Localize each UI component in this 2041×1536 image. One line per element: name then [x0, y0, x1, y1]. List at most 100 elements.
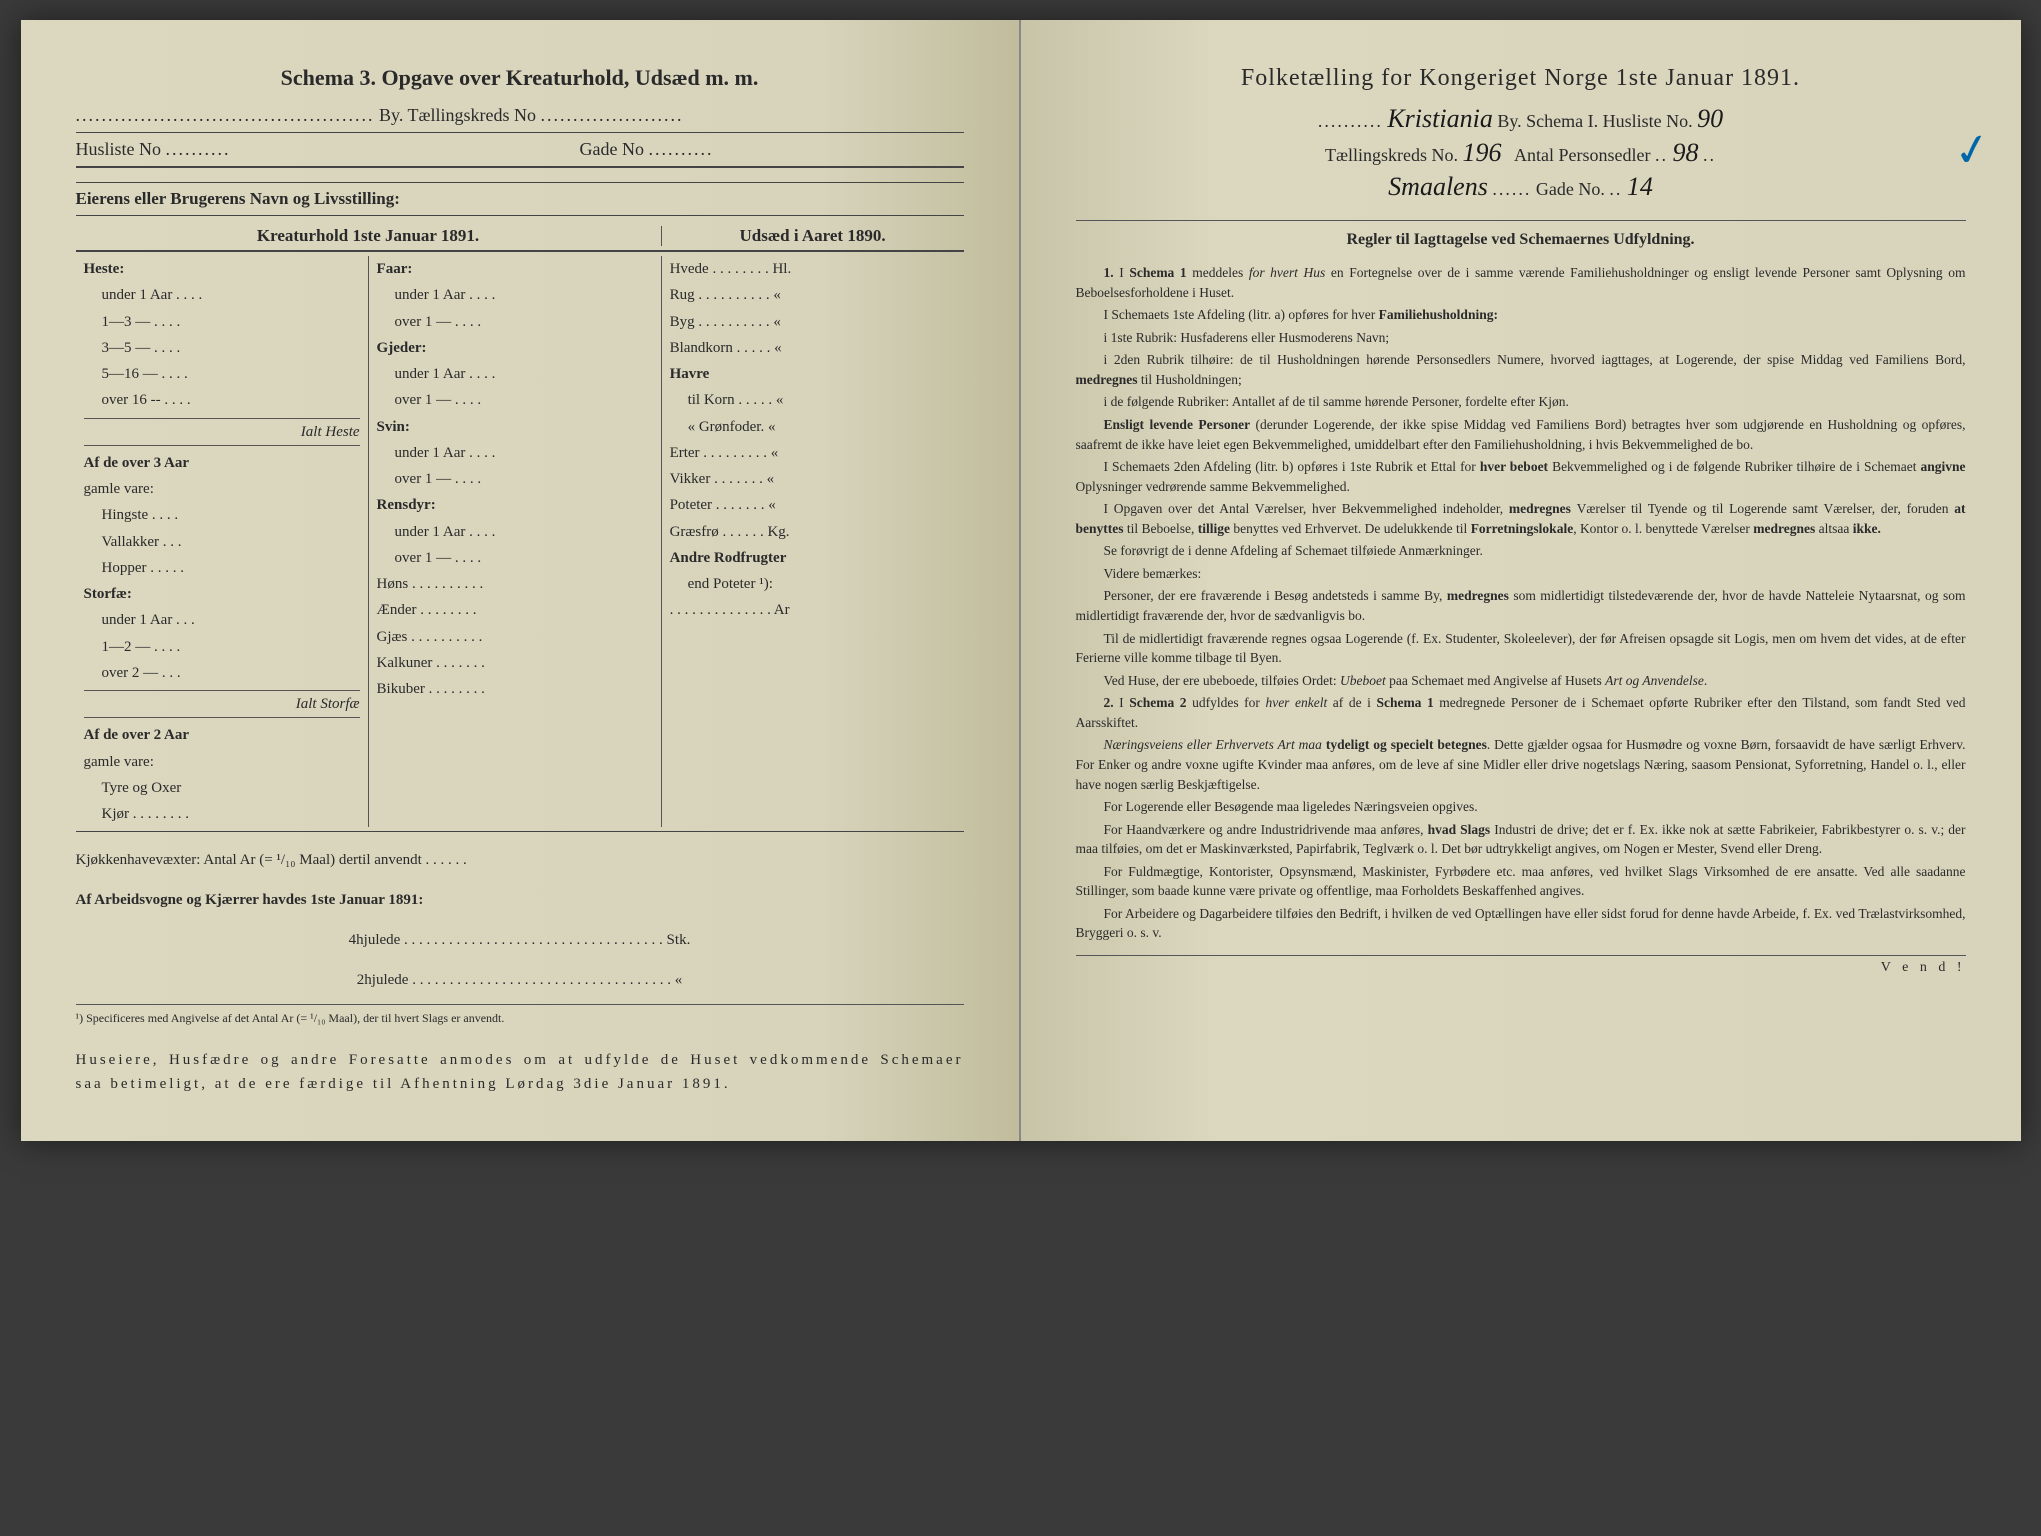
book-spread: Schema 3. Opgave over Kreaturhold, Udsæd…	[21, 20, 2021, 1141]
form-line: over 1 — . . . .	[377, 387, 653, 413]
form-line: Gjæs . . . . . . . . . .	[377, 624, 653, 650]
form-line: Erter . . . . . . . . . «	[670, 440, 956, 466]
form-line: under 1 Aar . . . .	[84, 282, 360, 308]
form-columns: Heste: under 1 Aar . . . . 1—3 — . . . .…	[76, 256, 964, 827]
vend: V e n d !	[1076, 955, 1966, 976]
rule-paragraph: Til de midlertidigt fraværende regnes og…	[1076, 629, 1966, 668]
form-line: Vikker . . . . . . . «	[670, 466, 956, 492]
check-mark-icon: ✓	[1949, 122, 1994, 179]
form-line: Heste:	[84, 256, 360, 282]
right-line1: .......... Kristiania By. Schema I. Husl…	[1076, 104, 1966, 134]
form-line: til Korn . . . . . «	[670, 387, 956, 413]
hjul4: 4hjulede . . . . . . . . . . . . . . . .…	[76, 928, 964, 952]
kjokken-line: Kjøkkenhavevæxter: Antal Ar (= ¹/₁₀ Maal…	[76, 848, 964, 872]
right-line2: Tællingskreds No. 196 Antal Personsedler…	[1076, 138, 1966, 168]
form-line: Ialt Storfæ	[84, 690, 360, 718]
rule-paragraph: 1. I Schema 1 meddeles for hvert Hus en …	[1076, 263, 1966, 302]
form-line: Tyre og Oxer	[84, 775, 360, 801]
hand-personsedler: 98	[1672, 138, 1698, 168]
form-line: over 1 — . . . .	[377, 309, 653, 335]
form-line: Kalkuner . . . . . . .	[377, 650, 653, 676]
form-line: over 1 — . . . .	[377, 466, 653, 492]
form-line: 1—3 — . . . .	[84, 309, 360, 335]
form-line: Hvede . . . . . . . . Hl.	[670, 256, 956, 282]
columns-header: Kreaturhold 1ste Januar 1891. Udsæd i Aa…	[76, 226, 964, 246]
form-line: Kjør . . . . . . . .	[84, 801, 360, 827]
rule-paragraph: Videre bemærkes:	[1076, 564, 1966, 584]
form-line: under 1 Aar . . . .	[377, 282, 653, 308]
left-line1: ........................................…	[76, 105, 964, 126]
form-line: Andre Rodfrugter	[670, 545, 956, 571]
form-line: 3—5 — . . . .	[84, 335, 360, 361]
form-line: Storfæ:	[84, 581, 360, 607]
form-line: Svin:	[377, 414, 653, 440]
left-line2: Husliste No .......... Gade No .........…	[76, 139, 964, 160]
closing: Huseiere, Husfædre og andre Foresatte an…	[76, 1048, 964, 1096]
rules-body: 1. I Schema 1 meddeles for hvert Hus en …	[1076, 263, 1966, 943]
right-title: Folketælling for Kongeriget Norge 1ste J…	[1076, 65, 1966, 92]
form-line: Af de over 2 Aar	[84, 722, 360, 748]
form-line: Hopper . . . . .	[84, 555, 360, 581]
rule-paragraph: For Logerende eller Besøgende maa ligele…	[1076, 797, 1966, 817]
rule-paragraph: Ensligt levende Personer (derunder Loger…	[1076, 415, 1966, 454]
form-line: Af de over 3 Aar	[84, 450, 360, 476]
form-line: gamle vare:	[84, 749, 360, 775]
form-line: end Poteter ¹):	[670, 571, 956, 597]
rule-paragraph: i 2den Rubrik tilhøire: de til Husholdni…	[1076, 350, 1966, 389]
form-line: Faar:	[377, 256, 653, 282]
form-line: Græsfrø . . . . . . Kg.	[670, 519, 956, 545]
rule-paragraph: I Schemaets 2den Afdeling (litr. b) opfø…	[1076, 457, 1966, 496]
form-line: Havre	[670, 361, 956, 387]
right-line3: Smaalens ...... Gade No. .. 14	[1076, 172, 1966, 202]
rule-paragraph: 2. I Schema 2 udfyldes for hver enkelt a…	[1076, 693, 1966, 732]
hand-city: Kristiania	[1387, 104, 1492, 134]
form-line: « Grønfoder. «	[670, 414, 956, 440]
form-line: Gjeder:	[377, 335, 653, 361]
rule-paragraph: Ved Huse, der ere ubeboede, tilføies Ord…	[1076, 671, 1966, 691]
rule-paragraph: Personer, der ere fraværende i Besøg and…	[1076, 586, 1966, 625]
form-line: 5—16 — . . . .	[84, 361, 360, 387]
hand-husliste: 90	[1697, 104, 1723, 134]
left-title: Schema 3. Opgave over Kreaturhold, Udsæd…	[76, 65, 964, 91]
form-line: Ænder . . . . . . . .	[377, 597, 653, 623]
form-line: . . . . . . . . . . . . . . Ar	[670, 597, 956, 623]
hand-gadeno: 14	[1627, 172, 1653, 202]
form-line: Rensdyr:	[377, 492, 653, 518]
rule-paragraph: i de følgende Rubriker: Antallet af de t…	[1076, 392, 1966, 412]
owner-label: Eierens eller Brugerens Navn og Livsstil…	[76, 182, 964, 216]
form-line: Høns . . . . . . . . . .	[377, 571, 653, 597]
form-line: Ialt Heste	[84, 418, 360, 446]
rule-paragraph: i 1ste Rubrik: Husfaderens eller Husmode…	[1076, 328, 1966, 348]
hand-gade-name: Smaalens	[1388, 172, 1488, 202]
rule-paragraph: I Schemaets 1ste Afdeling (litr. a) opfø…	[1076, 305, 1966, 325]
form-line: Poteter . . . . . . . «	[670, 492, 956, 518]
form-line: Blandkorn . . . . . «	[670, 335, 956, 361]
form-line: Hingste . . . .	[84, 502, 360, 528]
form-line: gamle vare:	[84, 476, 360, 502]
form-line: under 1 Aar . . . .	[377, 519, 653, 545]
rule-paragraph: Næringsveiens eller Erhvervets Art maa t…	[1076, 735, 1966, 794]
rule-paragraph: For Fuldmægtige, Kontorister, Opsynsmænd…	[1076, 862, 1966, 901]
footnote: ¹) Specificeres med Angivelse af det Ant…	[76, 1004, 964, 1026]
hjul2: 2hjulede . . . . . . . . . . . . . . . .…	[76, 968, 964, 992]
rule-paragraph: For Haandværkere og andre Industridriven…	[1076, 820, 1966, 859]
rule-paragraph: Se forøvrigt de i denne Afdeling af Sche…	[1076, 541, 1966, 561]
form-line: Bikuber . . . . . . . .	[377, 676, 653, 702]
arbeids-line: Af Arbeidsvogne og Kjærrer havdes 1ste J…	[76, 888, 964, 912]
form-line: under 1 Aar . . . .	[377, 361, 653, 387]
left-page: Schema 3. Opgave over Kreaturhold, Udsæd…	[21, 20, 1021, 1141]
form-line: over 2 — . . .	[84, 660, 360, 686]
form-line: Rug . . . . . . . . . . «	[670, 282, 956, 308]
rule-paragraph: For Arbeidere og Dagarbeidere tilføies d…	[1076, 904, 1966, 943]
form-line: under 1 Aar . . . .	[377, 440, 653, 466]
form-line: 1—2 — . . . .	[84, 634, 360, 660]
right-page: ✓ Folketælling for Kongeriget Norge 1ste…	[1021, 20, 2021, 1141]
form-line: Vallakker . . .	[84, 529, 360, 555]
form-line: over 16 -- . . . .	[84, 387, 360, 413]
form-line: under 1 Aar . . .	[84, 607, 360, 633]
rule-paragraph: I Opgaven over det Antal Værelser, hver …	[1076, 499, 1966, 538]
rules-title: Regler til Iagttagelse ved Schemaernes U…	[1076, 220, 1966, 249]
form-line: over 1 — . . . .	[377, 545, 653, 571]
hand-kreds: 196	[1463, 138, 1502, 168]
form-line: Byg . . . . . . . . . . «	[670, 309, 956, 335]
